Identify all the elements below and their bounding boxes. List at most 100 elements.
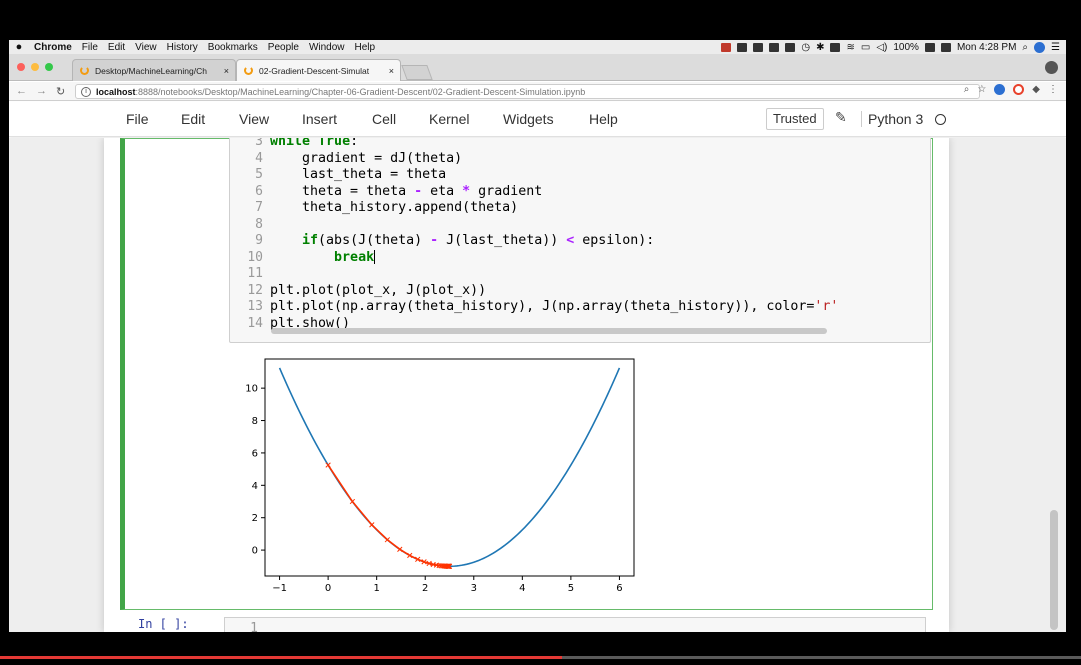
zoom-window-icon[interactable] bbox=[45, 63, 53, 71]
data-point-marker bbox=[384, 537, 391, 543]
code-text[interactable]: last_theta = theta bbox=[270, 167, 447, 182]
zoom-icon[interactable]: ⌕ bbox=[963, 84, 970, 95]
new-tab-button[interactable] bbox=[401, 65, 433, 80]
x-tick-label: 4 bbox=[519, 583, 525, 594]
status-icon[interactable] bbox=[785, 42, 796, 52]
line-number: 1 bbox=[250, 621, 258, 632]
jupyter-menu-help[interactable]: Help bbox=[589, 111, 618, 127]
x-tick-label: 1 bbox=[373, 583, 379, 594]
next-code-cell[interactable]: In [ ]: 1 bbox=[120, 617, 933, 632]
reload-icon[interactable]: ↻ bbox=[56, 86, 66, 98]
code-text[interactable]: while True: bbox=[270, 138, 359, 149]
menu-bookmarks[interactable]: Bookmarks bbox=[207, 41, 258, 53]
apple-icon[interactable]: ● bbox=[15, 41, 23, 53]
line-number: 5 bbox=[255, 167, 263, 182]
data-point-marker bbox=[349, 498, 356, 505]
plot-figure: −1 0 1 2 3 4 5 6 0 2 4 6 8 10 bbox=[245, 358, 635, 594]
line-number: 9 bbox=[255, 233, 263, 248]
data-point-marker bbox=[415, 556, 421, 562]
forward-icon[interactable]: → bbox=[36, 85, 47, 97]
notification-center-icon[interactable]: ☰ bbox=[1051, 41, 1060, 53]
battery-percent: 100% bbox=[893, 41, 919, 53]
line-number: 3 bbox=[255, 138, 263, 149]
time-machine-icon[interactable]: ◷ bbox=[801, 41, 811, 53]
data-point-marker bbox=[397, 546, 403, 552]
next-code-editor[interactable]: 1 bbox=[224, 617, 926, 632]
clock[interactable]: Mon 4:28 PM bbox=[956, 41, 1017, 53]
horizontal-scrollbar[interactable] bbox=[271, 328, 827, 334]
chrome-menu-icon[interactable]: ⋮ bbox=[1048, 84, 1058, 95]
menu-edit[interactable]: Edit bbox=[107, 41, 126, 53]
menu-app-name[interactable]: Chrome bbox=[34, 41, 72, 53]
mac-menu-bar: ● Chrome File Edit View History Bookmark… bbox=[9, 40, 1066, 54]
status-icon[interactable] bbox=[769, 42, 780, 52]
data-point-marker bbox=[325, 462, 331, 468]
spotlight-icon[interactable]: ⌕ bbox=[1022, 41, 1029, 53]
status-icon[interactable] bbox=[737, 42, 748, 52]
siri-icon[interactable] bbox=[1034, 41, 1046, 53]
pencil-icon[interactable]: ✎ bbox=[835, 109, 847, 125]
code-text[interactable]: break bbox=[334, 249, 376, 265]
jupyter-menu-widgets[interactable]: Widgets bbox=[503, 111, 554, 127]
data-point-marker bbox=[446, 563, 453, 569]
airplay-icon[interactable]: ▭ bbox=[860, 41, 871, 53]
volume-icon[interactable]: ◁) bbox=[876, 41, 888, 53]
vertical-scrollbar[interactable] bbox=[1050, 510, 1058, 630]
code-text[interactable]: theta = theta - eta * gradient bbox=[270, 183, 543, 199]
jupyter-menu-view[interactable]: View bbox=[239, 111, 270, 127]
minimize-window-icon[interactable] bbox=[31, 63, 39, 71]
menu-window[interactable]: Window bbox=[308, 41, 345, 53]
display-icon[interactable] bbox=[830, 42, 841, 52]
url-input[interactable]: i localhost:8888/notebooks/Desktop/Machi… bbox=[75, 84, 980, 99]
plot-axes-frame bbox=[264, 358, 635, 577]
y-tick-label: 8 bbox=[252, 416, 258, 427]
menu-file[interactable]: File bbox=[81, 41, 98, 53]
menu-history[interactable]: History bbox=[166, 41, 198, 53]
jupyter-menu-cell[interactable]: Cell bbox=[372, 111, 397, 127]
y-tick-label: 4 bbox=[252, 481, 258, 492]
back-icon[interactable]: ← bbox=[16, 85, 27, 97]
profile-icon[interactable] bbox=[1045, 61, 1058, 74]
jupyter-menu-file[interactable]: File bbox=[126, 111, 149, 127]
line-number: 12 bbox=[247, 282, 263, 298]
video-progress-bar[interactable] bbox=[0, 656, 1081, 659]
code-cell[interactable]: 3 while True: 4 gradient = dJ(theta) 5 last… bbox=[120, 138, 933, 610]
code-editor[interactable]: 3 while True: 4 gradient = dJ(theta) 5 last… bbox=[229, 138, 931, 343]
jupyter-menu-kernel[interactable]: Kernel bbox=[429, 111, 470, 127]
battery-icon[interactable] bbox=[924, 42, 935, 52]
data-point-marker bbox=[426, 560, 432, 567]
bookmark-star-icon[interactable]: ☆ bbox=[977, 84, 987, 95]
info-icon[interactable]: i bbox=[81, 87, 91, 97]
line-number: 13 bbox=[247, 299, 263, 314]
y-tick-label: 0 bbox=[252, 546, 258, 557]
user-icon[interactable] bbox=[940, 42, 951, 52]
line-number: 10 bbox=[247, 249, 263, 265]
close-tab-icon[interactable]: × bbox=[388, 65, 394, 76]
jupyter-menu-insert[interactable]: Insert bbox=[302, 111, 338, 127]
status-icon[interactable] bbox=[753, 42, 764, 52]
code-text[interactable]: plt.plot(plot_x, J(plot_x)) bbox=[270, 282, 487, 298]
wifi-icon[interactable]: ≋ bbox=[846, 41, 855, 53]
x-tick-label: 6 bbox=[616, 583, 622, 594]
code-text[interactable]: plt.plot(np.array(theta_history), J(np.a… bbox=[270, 299, 839, 314]
trusted-indicator[interactable]: Trusted bbox=[766, 108, 824, 130]
x-tick-label: 2 bbox=[422, 583, 428, 594]
tab-gradient-descent[interactable]: 02-Gradient-Descent-Simulat × bbox=[236, 59, 401, 81]
code-text[interactable]: theta_history.append(theta) bbox=[270, 200, 519, 215]
code-text[interactable]: plt.show() bbox=[270, 315, 351, 331]
jupyter-menu-edit[interactable]: Edit bbox=[181, 111, 206, 127]
code-text[interactable]: if(abs(J(theta) - J(last_theta)) < epsil… bbox=[302, 233, 655, 248]
menu-people[interactable]: People bbox=[267, 41, 299, 53]
menu-view[interactable]: View bbox=[135, 41, 157, 53]
extension-icon[interactable] bbox=[994, 84, 1006, 95]
kernel-name[interactable]: Python 3 bbox=[861, 111, 923, 127]
record-icon[interactable] bbox=[721, 42, 732, 52]
tab-desktop[interactable]: Desktop/MachineLearning/Ch × bbox=[72, 59, 236, 81]
close-window-icon[interactable] bbox=[17, 63, 25, 71]
extension-icon[interactable]: ◆ bbox=[1032, 84, 1040, 95]
close-tab-icon[interactable]: × bbox=[223, 65, 229, 76]
extension-icon[interactable] bbox=[1013, 84, 1025, 95]
menu-help[interactable]: Help bbox=[354, 41, 376, 53]
bluetooth-icon[interactable]: ✱ bbox=[816, 41, 825, 53]
code-text[interactable]: gradient = dJ(theta) bbox=[270, 150, 463, 166]
